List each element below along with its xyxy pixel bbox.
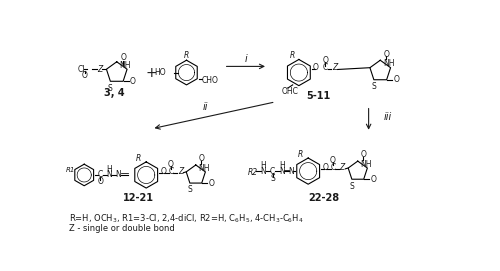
Text: 12-21: 12-21 bbox=[123, 193, 154, 203]
Text: N: N bbox=[260, 167, 266, 176]
Text: Z - single or double bond: Z - single or double bond bbox=[68, 224, 174, 233]
Text: O: O bbox=[98, 178, 103, 186]
Text: R=H, OCH$_3$, R1=3-Cl, 2,4-diCl, R2=H, C$_6$H$_5$, 4-CH$_3$-C$_6$H$_4$: R=H, OCH$_3$, R1=3-Cl, 2,4-diCl, R2=H, C… bbox=[68, 213, 304, 225]
Text: O: O bbox=[160, 167, 166, 176]
Text: Z: Z bbox=[97, 65, 102, 74]
Text: R1: R1 bbox=[66, 167, 75, 173]
Text: N: N bbox=[106, 170, 112, 179]
Text: S: S bbox=[188, 185, 192, 194]
Text: O: O bbox=[360, 150, 366, 159]
Text: 3, 4: 3, 4 bbox=[104, 88, 124, 98]
Text: 22-28: 22-28 bbox=[308, 193, 339, 203]
Text: i: i bbox=[245, 54, 248, 64]
Text: NH: NH bbox=[120, 61, 131, 70]
Text: H: H bbox=[279, 161, 284, 170]
Text: C: C bbox=[98, 170, 103, 179]
Text: S: S bbox=[270, 173, 275, 183]
Text: CHO: CHO bbox=[202, 76, 219, 85]
Text: C: C bbox=[270, 167, 275, 176]
Text: C: C bbox=[322, 63, 328, 72]
Text: O: O bbox=[120, 53, 126, 62]
Text: O: O bbox=[168, 160, 174, 169]
Text: R2: R2 bbox=[248, 168, 258, 177]
Text: 5-11: 5-11 bbox=[306, 91, 330, 101]
Text: R: R bbox=[136, 154, 141, 163]
Text: O: O bbox=[383, 50, 389, 59]
Text: Z: Z bbox=[178, 167, 183, 176]
Text: Cl: Cl bbox=[78, 65, 86, 74]
Text: S: S bbox=[108, 83, 112, 93]
Text: C: C bbox=[330, 163, 336, 172]
Text: S: S bbox=[372, 82, 376, 91]
Text: R: R bbox=[290, 51, 296, 60]
Text: H: H bbox=[260, 161, 266, 170]
Text: O: O bbox=[130, 77, 136, 86]
Text: O: O bbox=[394, 75, 400, 84]
Text: O: O bbox=[322, 56, 328, 65]
Text: C: C bbox=[168, 167, 173, 176]
Text: +: + bbox=[146, 66, 158, 80]
Text: N: N bbox=[279, 167, 284, 176]
Text: Z: Z bbox=[332, 63, 337, 72]
Text: O: O bbox=[198, 154, 204, 163]
Text: O: O bbox=[370, 175, 376, 184]
Text: O: O bbox=[208, 179, 214, 188]
Text: R: R bbox=[298, 150, 303, 159]
Text: ii: ii bbox=[203, 102, 208, 112]
Text: OHC: OHC bbox=[281, 86, 298, 96]
Text: N: N bbox=[288, 167, 294, 176]
Text: O: O bbox=[330, 156, 336, 165]
Text: R: R bbox=[184, 51, 189, 60]
Text: O: O bbox=[322, 163, 328, 172]
Text: N: N bbox=[116, 170, 121, 179]
Text: HO: HO bbox=[154, 68, 166, 77]
Text: NH: NH bbox=[198, 164, 209, 173]
Text: S: S bbox=[350, 182, 354, 191]
Text: Z: Z bbox=[340, 163, 345, 172]
Text: H: H bbox=[106, 165, 112, 174]
Text: NH: NH bbox=[383, 59, 394, 69]
Text: NH: NH bbox=[360, 160, 372, 169]
Text: O: O bbox=[313, 63, 319, 72]
Text: iii: iii bbox=[384, 112, 392, 122]
Text: O: O bbox=[82, 71, 87, 80]
